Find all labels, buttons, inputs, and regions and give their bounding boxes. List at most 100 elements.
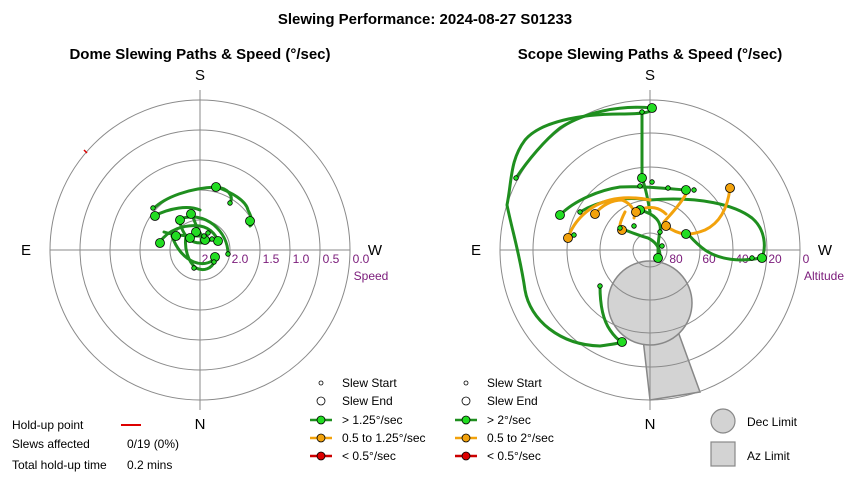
dome-start-6 (205, 230, 211, 236)
scope-start-markers (513, 109, 755, 289)
scope-legend-start-label: Slew Start (487, 376, 542, 390)
scope-end-2 (617, 337, 627, 347)
dome-legend-fast-icon (316, 415, 326, 425)
dome-start-markers (150, 200, 233, 271)
dome-dir-bottom: N (195, 416, 206, 433)
scope-end-4 (681, 185, 691, 195)
scope-legend: Slew Start Slew End > 2°/sec 0.5 to 2°/s… (455, 376, 798, 467)
dome-legend-medium-icon (316, 433, 326, 443)
dome-legend-medium-label: 0.5 to 1.25°/sec (342, 431, 426, 445)
dome-legend-end-icon (316, 396, 326, 406)
dome-legend-start-icon (318, 380, 324, 386)
scope-path-4 (558, 185, 688, 217)
scope-chart: Scope Slewing Paths & Speed (°/sec) S N … (455, 46, 844, 467)
dome-start-5 (201, 233, 207, 239)
dome-end-1 (211, 182, 221, 192)
dome-end-4 (175, 215, 185, 225)
scope-path-1 (505, 106, 654, 348)
scope-path-13 (662, 192, 688, 224)
dome-chart: Dome Slewing Paths & Speed (°/sec) S N E… (21, 46, 426, 463)
dome-subtitle: Dome Slewing Paths & Speed (°/sec) (69, 46, 330, 63)
scope-dir-right: W (818, 242, 833, 259)
scope-radial-label: Altitude (804, 269, 844, 283)
scope-start-13 (571, 232, 577, 238)
scope-path-2 (514, 105, 654, 180)
dome-holdup-mark (83, 149, 88, 154)
holdup-point-label: Hold-up point (12, 418, 84, 432)
dome-tick-0: 2 (202, 252, 209, 266)
dome-tick-3: 1.0 (293, 252, 310, 266)
scope-end-12 (590, 209, 600, 219)
dome-dir-top: S (195, 67, 205, 84)
dome-tick-4: 0.5 (323, 252, 340, 266)
holdup-slews-label: Slews affected (12, 437, 90, 451)
scope-start-5 (637, 183, 643, 189)
dome-legend: Slew Start Slew End > 1.25°/sec 0.5 to 1… (310, 376, 426, 463)
scope-legend-medium-label: 0.5 to 2°/sec (487, 431, 554, 445)
scope-start-6 (649, 179, 655, 185)
dome-start-8 (209, 236, 215, 242)
dome-legend-fast-label: > 1.25°/sec (342, 413, 403, 427)
scope-end-14 (661, 221, 671, 231)
dome-start-3 (225, 251, 231, 257)
scope-legend-end-label: Slew End (487, 394, 538, 408)
scope-end-7 (681, 229, 691, 239)
figure-title: Slewing Performance: 2024-08-27 S01233 (278, 11, 572, 28)
scope-legend-slow-icon (461, 451, 471, 461)
holdup-slews-value: 0/19 (0%) (127, 437, 179, 451)
scope-start-8 (691, 187, 697, 193)
dome-start-7 (191, 265, 197, 271)
scope-legend-fast-label: > 2°/sec (487, 413, 531, 427)
scope-end-5 (757, 253, 767, 263)
dec-limit-legend-icon (710, 408, 736, 434)
az-limit-legend-icon (710, 441, 736, 467)
scope-legend-end-icon (461, 396, 471, 406)
scope-subtitle: Scope Slewing Paths & Speed (°/sec) (518, 46, 782, 63)
dome-end-2 (245, 216, 255, 226)
scope-start-7 (665, 185, 671, 191)
scope-dir-bottom: N (645, 416, 656, 433)
scope-path-9 (684, 230, 762, 262)
scope-path-12 (664, 186, 732, 236)
scope-end-1 (647, 103, 657, 113)
scope-legend-medium-icon (461, 433, 471, 443)
scope-start-4 (577, 209, 583, 215)
az-limit-legend-label: Az Limit (747, 449, 790, 463)
dome-tick-5: 0.0 (353, 252, 370, 266)
dome-start-2 (227, 200, 233, 206)
holdup-time-label: Total hold-up time (12, 458, 107, 472)
dome-end-10 (171, 231, 181, 241)
scope-legend-slow-label: < 0.5°/sec (487, 449, 541, 463)
dome-end-3 (150, 211, 160, 221)
dome-tick-1: 2.0 (232, 252, 249, 266)
scope-tick-4: 0 (803, 252, 810, 266)
scope-end-10 (725, 183, 735, 193)
dome-end-11 (186, 209, 196, 219)
scope-tick-3: 20 (768, 252, 782, 266)
dome-end-12 (185, 233, 195, 243)
scope-legend-start-icon (463, 380, 469, 386)
scope-end-markers (555, 103, 767, 347)
scope-end-15 (631, 207, 641, 217)
scope-start-14 (749, 255, 755, 261)
dec-limit-legend-label: Dec Limit (747, 415, 798, 429)
dome-start-1 (150, 205, 156, 211)
holdup-info: Hold-up point Slews affected 0/19 (0%) T… (12, 418, 179, 472)
scope-tick-0: 80 (669, 252, 683, 266)
dome-legend-slow-icon (316, 451, 326, 461)
scope-end-9 (637, 173, 647, 183)
dome-legend-slow-label: < 0.5°/sec (342, 449, 396, 463)
scope-start-2 (513, 175, 519, 181)
scope-end-6 (653, 253, 663, 263)
dome-end-7 (213, 236, 223, 246)
scope-path-7 (618, 226, 662, 258)
scope-legend-fast-icon (461, 415, 471, 425)
dome-legend-start-label: Slew Start (342, 376, 397, 390)
scope-start-11 (657, 229, 663, 235)
scope-end-3 (555, 210, 565, 220)
scope-start-12 (659, 243, 665, 249)
dome-end-8 (191, 227, 201, 237)
holdup-time-value: 0.2 mins (127, 458, 172, 472)
dome-dir-right: W (368, 242, 383, 259)
